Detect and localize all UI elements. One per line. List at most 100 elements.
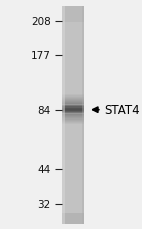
Bar — [62, 157, 84, 158]
Bar — [62, 222, 84, 223]
Bar — [62, 32, 84, 33]
Bar — [62, 81, 84, 82]
Bar — [62, 73, 84, 74]
Bar — [62, 10, 84, 11]
Bar — [62, 113, 84, 114]
Bar — [62, 223, 84, 224]
Bar — [62, 200, 84, 202]
Bar — [62, 78, 84, 80]
Bar — [62, 151, 84, 153]
Bar — [62, 136, 84, 137]
Bar — [62, 142, 84, 143]
Bar — [62, 65, 84, 67]
Bar — [62, 165, 84, 167]
Bar — [62, 182, 84, 183]
Bar — [62, 208, 84, 209]
Bar — [62, 8, 84, 9]
Bar — [62, 48, 84, 49]
Bar — [62, 88, 84, 90]
Bar — [62, 55, 84, 56]
Bar — [62, 66, 84, 68]
Bar — [62, 183, 84, 184]
Bar — [62, 24, 84, 25]
Text: 32: 32 — [38, 199, 51, 209]
Bar — [62, 94, 84, 95]
Bar — [62, 196, 84, 197]
Bar — [62, 163, 84, 165]
Bar — [62, 218, 84, 219]
Bar — [62, 12, 84, 13]
Bar — [62, 187, 84, 188]
Bar — [62, 43, 84, 44]
Bar — [62, 56, 84, 57]
Bar — [62, 11, 84, 12]
Bar — [62, 93, 84, 94]
Bar — [62, 91, 84, 93]
Bar — [62, 144, 84, 145]
Bar — [62, 153, 84, 155]
Bar — [62, 41, 84, 43]
Bar — [62, 111, 84, 112]
Bar — [62, 75, 84, 76]
Bar — [62, 170, 84, 171]
Text: 208: 208 — [31, 17, 51, 27]
Bar — [62, 7, 84, 224]
Bar — [62, 39, 84, 41]
Bar — [62, 176, 84, 178]
Bar — [62, 101, 84, 103]
Bar — [62, 7, 84, 8]
Bar — [62, 168, 84, 169]
Bar — [62, 104, 84, 105]
Bar — [62, 194, 84, 195]
Bar — [62, 59, 84, 60]
Bar — [62, 121, 84, 122]
Bar — [62, 110, 84, 111]
Bar — [62, 118, 84, 119]
Bar — [62, 30, 84, 32]
Bar — [62, 155, 84, 156]
Bar — [62, 135, 84, 136]
Bar — [62, 193, 84, 194]
Bar — [62, 160, 84, 161]
Bar — [62, 60, 84, 61]
Bar — [62, 71, 84, 72]
Bar — [62, 63, 84, 65]
Bar — [62, 86, 84, 87]
Bar — [62, 177, 84, 179]
Bar — [62, 26, 84, 27]
Bar — [62, 69, 84, 70]
Bar — [62, 23, 84, 24]
Bar — [62, 27, 84, 29]
Bar — [62, 51, 84, 53]
Bar — [62, 173, 84, 174]
Bar — [62, 195, 84, 196]
Bar — [62, 108, 84, 109]
Bar — [62, 213, 84, 215]
Bar — [62, 212, 84, 213]
Bar — [62, 22, 84, 23]
Bar — [62, 191, 84, 193]
Bar — [62, 21, 84, 22]
Bar — [62, 214, 84, 216]
Bar — [62, 58, 84, 59]
Bar — [62, 201, 84, 203]
Bar — [62, 57, 84, 58]
Bar — [62, 127, 84, 129]
Bar — [62, 37, 84, 38]
Text: 84: 84 — [38, 105, 51, 115]
Bar — [62, 106, 84, 107]
Bar — [62, 128, 84, 130]
Bar — [62, 84, 84, 85]
Bar — [62, 30, 84, 31]
Bar — [62, 52, 84, 54]
Bar — [62, 7, 65, 224]
Bar — [62, 184, 84, 185]
Bar — [62, 120, 84, 121]
Bar — [62, 49, 84, 50]
Bar — [62, 70, 84, 71]
Bar — [62, 189, 84, 191]
Bar — [62, 174, 84, 175]
Bar — [62, 202, 84, 204]
Text: 177: 177 — [31, 51, 51, 61]
Bar — [62, 143, 84, 144]
